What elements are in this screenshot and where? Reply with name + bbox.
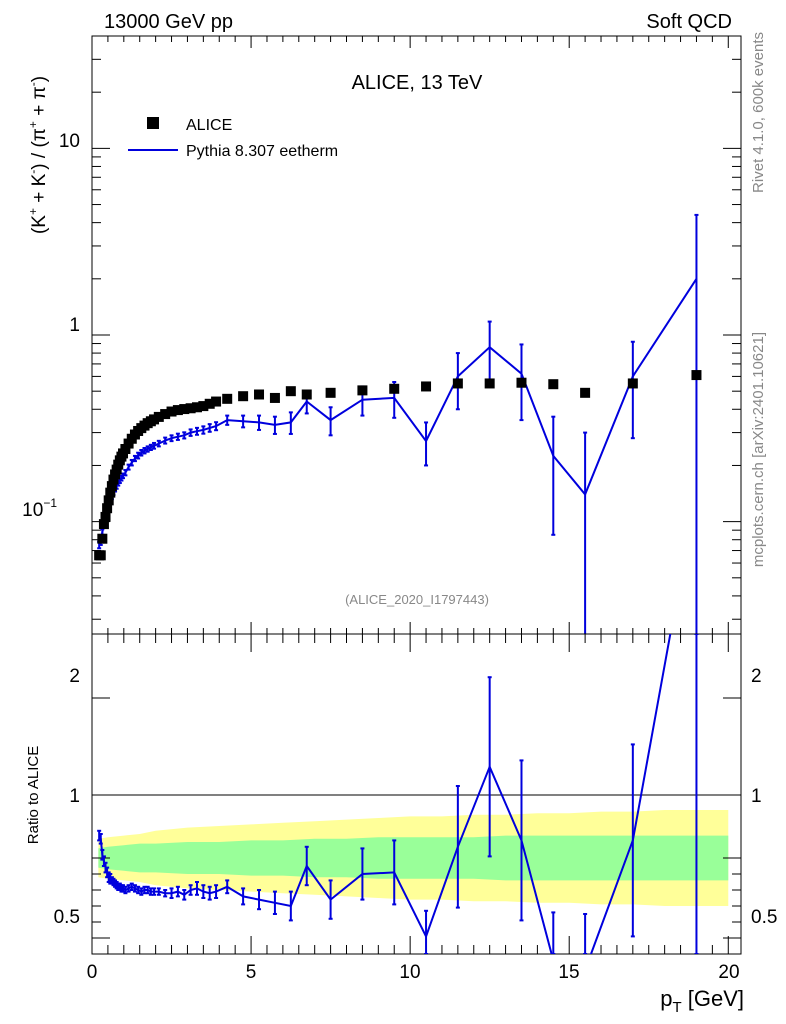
alice-data-point (269, 392, 280, 403)
ratio-ytick-0p5-right: 0.5 (751, 907, 777, 928)
xtick-label-10: 10 (399, 962, 420, 983)
alice-data-point (102, 503, 113, 514)
xtick-label-0: 0 (87, 962, 98, 983)
legend: ALICE Pythia 8.307 eetherm (128, 117, 338, 160)
alice-data-point (179, 404, 190, 415)
alice-data-point (191, 402, 202, 413)
alice-data-point (421, 381, 432, 392)
ratio-ytick-0p5: 0.5 (54, 907, 80, 928)
alice-data-point (106, 481, 117, 492)
alice-data-point (98, 519, 109, 530)
alice-data-point (285, 386, 296, 397)
xtick-label-20: 20 (718, 962, 739, 983)
alice-data-point (238, 391, 249, 402)
main-ylabel: (K+ + K-) / (π+ + π-) (26, 76, 50, 234)
alice-data-point (211, 396, 222, 407)
alice-data-point (160, 409, 171, 420)
legend-pythia-label: Pythia 8.307 eetherm (186, 143, 338, 160)
alice-data-point (627, 378, 638, 389)
ytick-label-0p1: 10−1 (22, 496, 57, 521)
alice-data-point (97, 533, 108, 544)
xtick-label-5: 5 (246, 962, 257, 983)
alice-data-point (204, 398, 215, 409)
alice-data-point (389, 383, 400, 394)
alice-data-point (548, 379, 559, 390)
main-plot-panel: ALICE, 13 TeV (ALICE_2020_I1797443) ALIC… (22, 35, 742, 635)
alice-data-point (325, 387, 336, 398)
alice-data-point (153, 411, 164, 422)
alice-data-point (108, 474, 119, 485)
alice-data-point (580, 387, 591, 398)
alice-data-point (452, 378, 463, 389)
ratio-ytick-1: 1 (69, 786, 80, 807)
ytick-label-1: 1 (69, 315, 80, 336)
alice-data-point (172, 405, 183, 416)
alice-data-point (166, 406, 177, 417)
alice-data-point (103, 495, 114, 506)
alice-data-point (357, 385, 368, 396)
legend-alice-marker (147, 117, 159, 129)
alice-data-point (120, 444, 131, 455)
ratio-band-inner (98, 835, 729, 881)
alice-data-point (222, 393, 233, 404)
xtick-label-15: 15 (558, 962, 579, 983)
alice-data-point (95, 550, 106, 561)
ytick-label-10: 10 (59, 131, 80, 152)
ratio-series-group (97, 634, 699, 954)
legend-alice-label: ALICE (186, 117, 232, 134)
ratio-plot-panel: Ratio to ALICE 2 1 0.5 2 1 0.5 0 5 10 15… (25, 633, 777, 1016)
mcplots-label: mcplots.cern.ch [arXiv:2401.10621] (750, 332, 767, 567)
alice-data-point (105, 487, 116, 498)
rivet-label: Rivet 4.1.0, 600k events (750, 32, 767, 193)
alice-data-point (100, 511, 111, 522)
header-left: 13000 GeV pp (104, 11, 233, 33)
ratio-frame (91, 633, 742, 955)
alice-data-point (185, 403, 196, 414)
xlabel: pT [GeV] (660, 986, 744, 1016)
plot-title: ALICE, 13 TeV (352, 72, 483, 94)
alice-data-point (301, 389, 312, 400)
header-right: Soft QCD (646, 11, 732, 33)
analysis-label: (ALICE_2020_I1797443) (345, 592, 489, 607)
ratio-ytick-1-right: 1 (751, 786, 762, 807)
alice-data-point (691, 370, 702, 381)
alice-data-point (198, 401, 209, 412)
alice-data-point (516, 377, 527, 388)
alice-data-point (484, 378, 495, 389)
ratio-ytick-2-right: 2 (751, 666, 762, 687)
ratio-ytick-2: 2 (69, 666, 80, 687)
ratio-ylabel: Ratio to ALICE (25, 746, 42, 844)
alice-data-point (254, 389, 265, 400)
